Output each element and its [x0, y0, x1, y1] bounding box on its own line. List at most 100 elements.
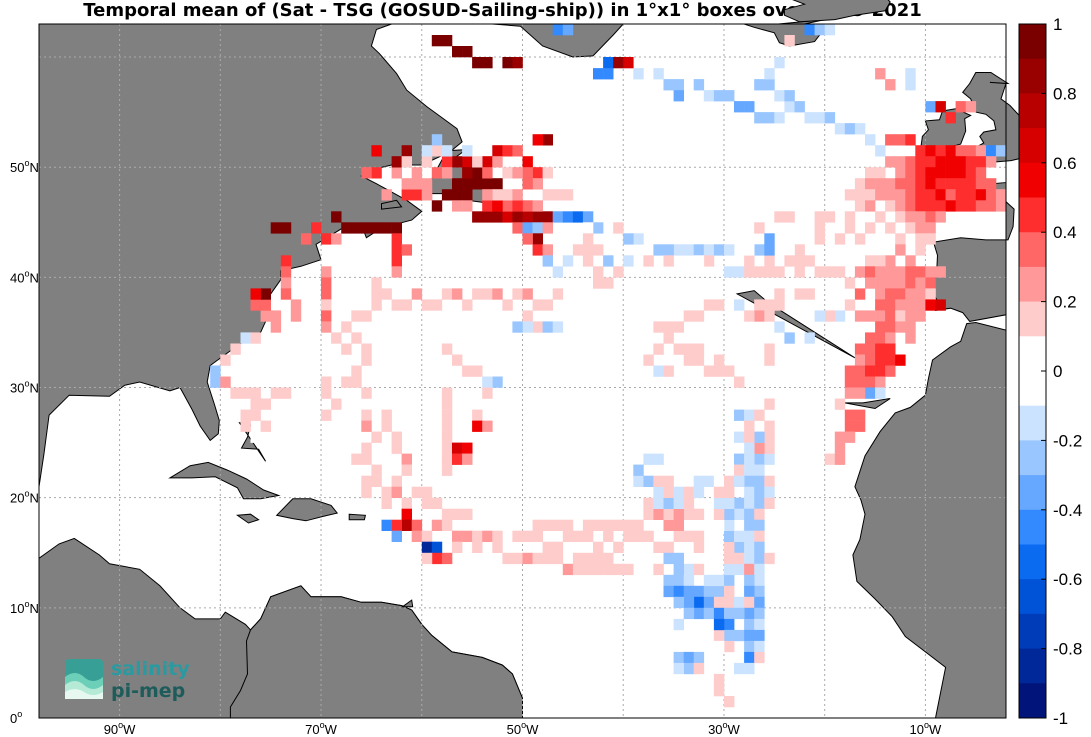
data-cell	[452, 442, 463, 454]
data-cell	[411, 486, 423, 498]
data-cell	[462, 189, 473, 201]
data-cell	[834, 266, 846, 278]
data-cell	[744, 585, 755, 598]
land-nova-scotia-pei	[381, 199, 403, 210]
data-cell	[683, 508, 695, 520]
data-cell	[673, 90, 684, 102]
colorbar-bin	[1019, 648, 1046, 684]
data-cell	[895, 156, 906, 168]
data-cell	[754, 464, 765, 476]
data-cell	[754, 222, 765, 234]
data-cell	[441, 453, 453, 465]
data-cell	[724, 486, 735, 498]
data-cell	[210, 365, 221, 377]
data-cell	[441, 189, 453, 201]
data-cell	[220, 376, 231, 388]
colorbar-bin	[1019, 58, 1046, 94]
data-cell	[572, 211, 584, 223]
data-cell	[693, 255, 705, 267]
data-cell	[512, 211, 523, 223]
data-cell	[824, 266, 836, 278]
data-cell	[653, 321, 664, 333]
data-cell	[854, 310, 866, 322]
data-cell	[331, 332, 342, 344]
data-cell	[512, 145, 523, 157]
data-cell	[290, 310, 302, 322]
data-cell	[361, 343, 372, 355]
data-cell	[945, 112, 956, 124]
data-cell	[391, 266, 402, 278]
data-cell	[865, 376, 876, 388]
data-cell	[462, 178, 473, 190]
lat-label-30: 30oN	[10, 379, 39, 396]
data-cell	[854, 200, 866, 212]
data-cell	[955, 189, 966, 201]
data-cell	[270, 222, 282, 234]
data-cell	[250, 409, 261, 421]
data-cell	[744, 409, 755, 421]
data-cell	[472, 156, 483, 168]
data-cell	[401, 519, 412, 531]
data-cell	[663, 255, 674, 267]
data-cell	[512, 57, 523, 69]
data-cell	[472, 541, 483, 553]
data-cell	[764, 68, 775, 80]
data-cell	[915, 178, 926, 190]
data-cell	[542, 167, 553, 179]
colorbar-bin	[1019, 24, 1046, 60]
data-cell	[744, 442, 755, 454]
data-cell	[875, 145, 886, 157]
data-cell	[683, 343, 695, 355]
data-cell	[673, 596, 684, 609]
data-cell	[764, 497, 775, 509]
data-cell	[482, 288, 493, 300]
land-cuba	[168, 461, 281, 500]
data-cell	[713, 585, 725, 598]
data-cell	[452, 530, 463, 542]
data-cell	[915, 244, 926, 256]
data-cell	[895, 211, 906, 223]
latitude-labels: 50oN 40oN 30oN 20oN 10oN 0o	[10, 158, 39, 726]
data-cell	[431, 519, 443, 531]
data-cell	[724, 90, 735, 102]
data-cell	[441, 431, 453, 443]
land-greenland	[441, 23, 625, 58]
data-cell	[885, 299, 896, 311]
data-cell	[693, 585, 705, 598]
data-cell	[623, 530, 634, 542]
data-cell	[421, 299, 433, 311]
data-cell	[512, 530, 523, 542]
data-cell	[693, 541, 705, 553]
data-cell	[643, 497, 654, 509]
data-cell	[401, 497, 412, 509]
data-cell	[492, 200, 503, 212]
data-cell	[431, 134, 443, 146]
data-cell	[512, 200, 523, 212]
data-cell	[441, 508, 453, 520]
data-cell	[754, 112, 765, 124]
data-cell	[562, 255, 574, 267]
data-cell	[552, 321, 564, 333]
data-cell	[482, 178, 493, 190]
data-cell	[452, 46, 463, 58]
data-cell	[522, 222, 533, 234]
data-cell	[844, 211, 856, 223]
data-cell	[401, 464, 412, 476]
data-cell	[683, 563, 695, 576]
data-cell	[693, 343, 705, 355]
data-cell	[653, 244, 664, 256]
data-cell	[703, 596, 715, 609]
data-cell	[744, 640, 755, 653]
data-cell	[542, 519, 553, 531]
data-cell	[744, 101, 755, 113]
data-cell	[441, 35, 453, 47]
longitude-labels: 90oW 70oW 50oW 30oW 10oW	[104, 720, 942, 737]
data-cell	[482, 189, 493, 201]
data-cell	[804, 255, 815, 267]
data-cell	[462, 299, 473, 311]
data-cell	[572, 530, 584, 542]
data-cell	[764, 112, 775, 124]
colorbar-bin	[1019, 683, 1046, 719]
data-cell	[764, 354, 775, 366]
data-cell	[834, 310, 846, 322]
